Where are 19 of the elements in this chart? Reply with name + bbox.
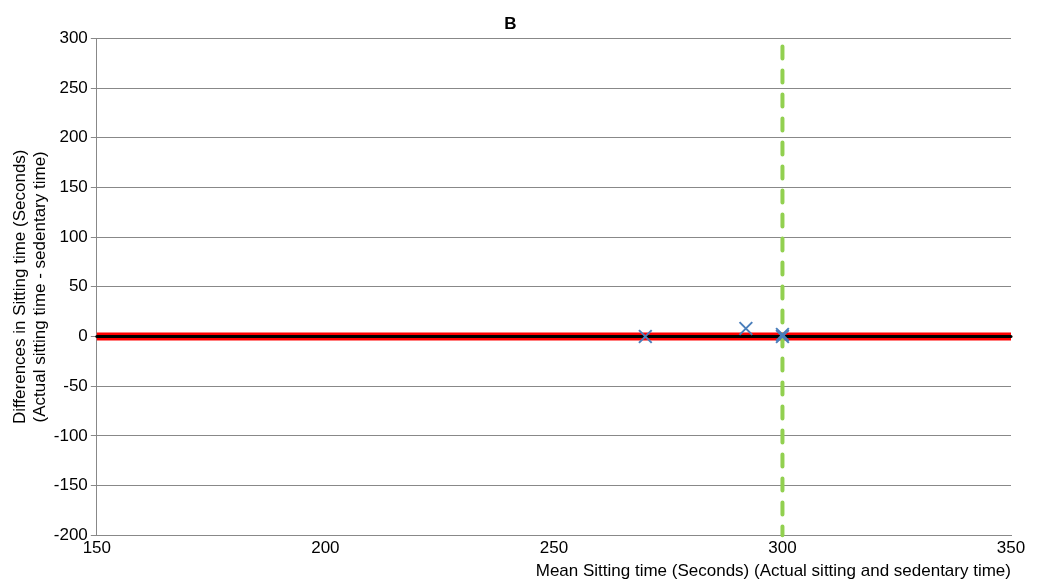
y-tick-label: 200 <box>59 127 88 147</box>
point <box>738 321 754 336</box>
y-tick-label: 150 <box>59 177 88 197</box>
x-axis-title: Mean Sitting time (Seconds) (Actual sitting and sedentary time) <box>535 561 1011 581</box>
chart-title: B <box>504 13 517 33</box>
y-tick-label: 100 <box>59 226 88 246</box>
y-tick-label: -150 <box>53 475 88 495</box>
y-tick-label: 50 <box>68 276 88 296</box>
x-tick-label: 350 <box>996 538 1026 558</box>
y-tick-label: 300 <box>59 28 88 48</box>
y-tick-label: -100 <box>53 425 88 445</box>
y-tick-label: 0 <box>78 326 88 346</box>
x-tick-label: 250 <box>539 538 569 558</box>
x-tick-label: 200 <box>311 538 340 558</box>
y-tick-label: -50 <box>63 375 88 395</box>
y-axis-title: Differences in Sitting time (Seconds) (Actual sitting time - sedentary time) <box>9 149 50 425</box>
y-tick-label: 250 <box>59 77 88 97</box>
point <box>637 329 653 344</box>
x-tick-label: 300 <box>768 538 797 558</box>
